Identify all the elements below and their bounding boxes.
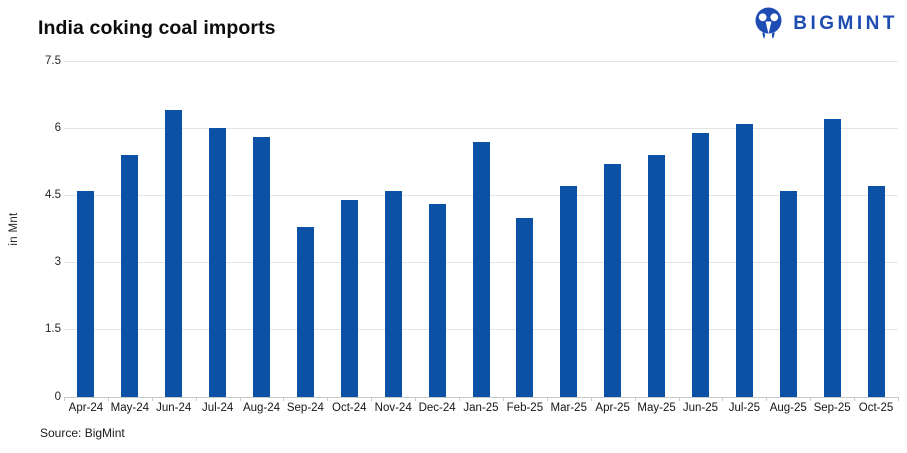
x-axis-tick xyxy=(722,397,724,401)
bar-Dec-24 xyxy=(428,204,446,397)
x-tick-label-Dec-24: Dec-24 xyxy=(418,402,456,414)
x-axis-tick xyxy=(459,397,461,401)
bar-Sep-25 xyxy=(823,119,841,397)
bar-Sep-24 xyxy=(296,226,314,397)
y-tick-label-1.5: 1.5 xyxy=(45,323,61,336)
x-axis-tick xyxy=(239,397,241,401)
bar-Jul-25 xyxy=(735,123,753,397)
bar-Oct-24 xyxy=(340,199,358,397)
x-tick-label-Oct-24: Oct-24 xyxy=(332,402,367,414)
y-tick-label-0: 0 xyxy=(54,390,61,403)
y-tick-label-4.5: 4.5 xyxy=(45,188,61,201)
x-axis-tick xyxy=(590,397,592,401)
x-tick-label-Sep-25: Sep-25 xyxy=(813,402,851,414)
x-axis-tick xyxy=(371,397,373,401)
x-tick-label-Jul-25: Jul-25 xyxy=(728,402,761,414)
x-axis-tick xyxy=(195,397,197,401)
bar-Aug-24 xyxy=(253,137,271,397)
bar-Oct-25 xyxy=(867,186,885,397)
bar-Feb-25 xyxy=(516,217,534,397)
page-title: India coking coal imports xyxy=(38,17,276,39)
x-tick-label-Aug-25: Aug-25 xyxy=(769,402,807,414)
bar-May-25 xyxy=(648,155,666,397)
gridline-7.5 xyxy=(64,60,898,62)
x-tick-label-Jan-25: Jan-25 xyxy=(463,402,499,414)
x-axis-tick xyxy=(546,397,548,401)
x-axis-tick xyxy=(64,397,65,401)
x-tick-label-Nov-24: Nov-24 xyxy=(374,402,412,414)
x-axis-tick xyxy=(634,397,636,401)
plot-area xyxy=(64,60,899,401)
bar-Apr-24 xyxy=(77,190,95,397)
source-note: Source: BigMint xyxy=(40,426,125,440)
x-axis-tick xyxy=(415,397,417,401)
x-tick-label-Mar-25: Mar-25 xyxy=(550,402,587,414)
bar-Jun-25 xyxy=(691,132,709,397)
bar-Jun-24 xyxy=(165,110,183,397)
x-tick-label-Sep-24: Sep-24 xyxy=(286,402,324,414)
bigmint-logo-icon xyxy=(750,7,787,41)
bar-Nov-24 xyxy=(384,190,402,397)
bar-Apr-25 xyxy=(604,164,622,397)
x-tick-label-Feb-25: Feb-25 xyxy=(506,402,544,414)
x-tick-label-Oct-25: Oct-25 xyxy=(858,402,894,414)
bar-Jan-25 xyxy=(472,141,490,397)
x-axis-tick xyxy=(854,397,856,401)
gridline-6 xyxy=(64,127,898,129)
x-tick-label-Apr-25: Apr-25 xyxy=(595,402,630,414)
x-axis-tick xyxy=(283,397,285,401)
bar-May-24 xyxy=(121,155,139,397)
x-axis-tick xyxy=(810,397,812,401)
x-tick-label-Aug-24: Aug-24 xyxy=(242,402,281,414)
bigmint-logo-text: BIGMINT xyxy=(793,13,898,34)
bar-Mar-25 xyxy=(560,186,578,397)
y-tick-label-3: 3 xyxy=(54,256,61,269)
x-axis-tick xyxy=(678,397,680,401)
x-axis-tick xyxy=(898,397,899,401)
y-axis-title: in Mnt xyxy=(8,212,20,246)
x-tick-label-Jun-25: Jun-25 xyxy=(682,402,719,414)
bigmint-logo: BIGMINT xyxy=(750,7,898,41)
x-axis-tick xyxy=(502,397,504,401)
x-tick-label-May-24: May-24 xyxy=(110,402,150,414)
bar-Jul-24 xyxy=(209,128,227,397)
x-axis-tick xyxy=(151,397,153,401)
x-tick-label-May-25: May-25 xyxy=(637,402,676,414)
y-tick-label-6: 6 xyxy=(54,121,61,134)
x-axis-tick xyxy=(107,397,109,401)
x-axis-tick xyxy=(327,397,329,401)
x-tick-label-Jul-24: Jul-24 xyxy=(201,402,234,414)
bar-Aug-25 xyxy=(779,190,797,397)
x-axis-tick xyxy=(766,397,768,401)
x-tick-label-Apr-24: Apr-24 xyxy=(68,402,104,414)
x-tick-label-Jun-24: Jun-24 xyxy=(156,402,192,414)
y-tick-label-7.5: 7.5 xyxy=(45,54,61,67)
x-axis-line xyxy=(64,397,898,398)
